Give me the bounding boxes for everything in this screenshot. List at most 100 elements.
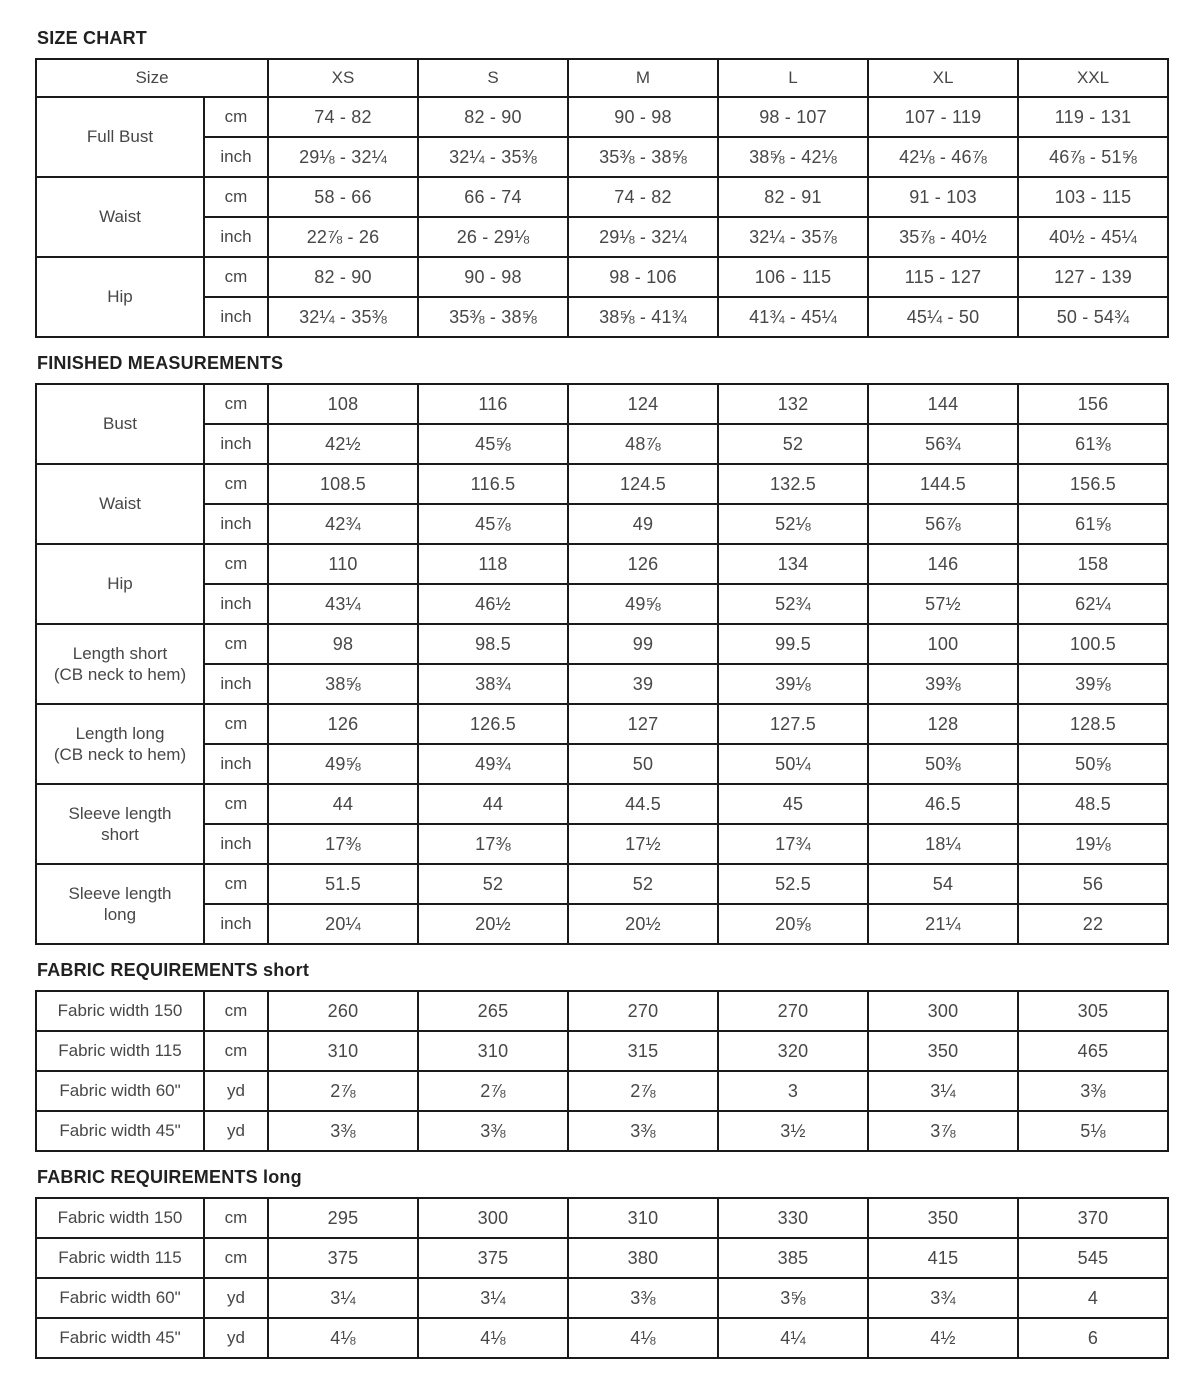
value-cell: 45⅞ [417, 503, 569, 545]
value-cell: 310 [267, 1030, 419, 1072]
value-cell: 3¼ [267, 1277, 419, 1319]
value-cell: 38⅝ - 41¾ [567, 296, 720, 338]
measurement-label: Sleeve length short [35, 783, 205, 865]
value-cell: 4 [1017, 1277, 1169, 1319]
value-cell: 146 [867, 543, 1019, 585]
unit-label: yd [203, 1277, 269, 1319]
value-cell: 4½ [867, 1317, 1019, 1359]
value-cell: 42½ [267, 423, 419, 465]
measurement-label: Length long (CB neck to hem) [35, 703, 205, 785]
measurement-label: Sleeve length long [35, 863, 205, 945]
finished-measurements-title: FINISHED MEASUREMENTS [37, 353, 284, 373]
unit-label: cm [203, 863, 269, 905]
value-cell: 17¾ [717, 823, 869, 865]
value-cell: 330 [717, 1197, 869, 1239]
value-cell: 134 [717, 543, 869, 585]
value-cell: 45¼ - 50 [867, 296, 1020, 338]
unit-label: yd [203, 1317, 269, 1359]
value-cell: 35⅜ - 38⅝ [567, 136, 720, 178]
section-fabric-requirements-long: FABRIC REQUIREMENTS long Fabric width 15… [35, 1167, 1169, 1359]
value-cell: 20⅝ [717, 903, 869, 945]
value-cell: 98 - 107 [717, 96, 870, 138]
value-cell: 320 [717, 1030, 869, 1072]
value-cell: 32¼ - 35⅜ [267, 296, 420, 338]
measurement-label: Fabric width 150 [35, 1197, 205, 1239]
table-row: Fabric width 60" yd 3¼ 3¼ 3⅜ 3⅝ 3¾ 4 [35, 1277, 1169, 1319]
value-cell: 46.5 [867, 783, 1019, 825]
value-cell: 132 [717, 383, 869, 425]
table-row: inch 43¼ 46½ 49⅝ 52¾ 57½ 62¼ [36, 583, 1169, 625]
value-cell: 415 [867, 1237, 1019, 1279]
size-chart-title: SIZE CHART [37, 28, 147, 48]
value-cell: 295 [267, 1197, 419, 1239]
size-column-header: XXL [1017, 58, 1170, 98]
table-row: inch 42½ 45⅝ 48⅞ 52 56¾ 61⅜ [36, 423, 1169, 465]
table-row: Hip cm 110 118 126 134 146 158 [35, 543, 1169, 625]
value-cell: 4¼ [717, 1317, 869, 1359]
unit-label: inch [203, 663, 269, 705]
value-cell: 56 [1017, 863, 1169, 905]
unit-label: cm [203, 783, 269, 825]
value-cell: 54 [867, 863, 1019, 905]
unit-label: yd [203, 1070, 269, 1112]
measurement-label: Fabric width 60" [35, 1277, 205, 1319]
table-row: inch 49⅝ 49¾ 50 50¼ 50⅜ 50⅝ [36, 743, 1169, 785]
value-cell: 300 [417, 1197, 569, 1239]
value-cell: 49⅝ [267, 743, 419, 785]
value-cell: 41¾ - 45¼ [717, 296, 870, 338]
unit-label: inch [203, 423, 269, 465]
value-cell: 375 [267, 1237, 419, 1279]
unit-label: cm [202, 256, 270, 298]
value-cell: 3⅞ [867, 1110, 1019, 1152]
unit-label: inch [203, 823, 269, 865]
size-header-label: Size [34, 58, 270, 98]
value-cell: 66 - 74 [417, 176, 570, 218]
value-cell: 35⅞ - 40½ [867, 216, 1020, 258]
value-cell: 74 - 82 [267, 96, 420, 138]
value-cell: 62¼ [1017, 583, 1169, 625]
value-cell: 50 - 54¾ [1017, 296, 1170, 338]
value-cell: 385 [717, 1237, 869, 1279]
unit-label: cm [203, 1030, 269, 1072]
value-cell: 305 [1017, 990, 1169, 1032]
value-cell: 110 [267, 543, 419, 585]
value-cell: 158 [1017, 543, 1169, 585]
value-cell: 310 [417, 1030, 569, 1072]
value-cell: 119 - 131 [1017, 96, 1170, 138]
size-chart-table: Size XS S M L XL XXL Full Bust cm 74 - 82 82 - 90 9… [34, 58, 1170, 338]
table-row: inch 29⅛ - 32¼ 32¼ - 35⅜ 35⅜ - 38⅝ 38⅝ - 42⅛… [36, 136, 1170, 178]
value-cell: 144 [867, 383, 1019, 425]
value-cell: 90 - 98 [417, 256, 570, 298]
table-row: Bust cm 108 116 124 132 144 156 [35, 383, 1169, 465]
value-cell: 124 [567, 383, 719, 425]
table-row: Fabric width 150 cm 260 265 270 270 300 305 [35, 990, 1169, 1032]
value-cell: 82 - 90 [417, 96, 570, 138]
value-cell: 56¾ [867, 423, 1019, 465]
value-cell: 58 - 66 [267, 176, 420, 218]
value-cell: 3½ [717, 1110, 869, 1152]
size-column-header: M [567, 58, 720, 98]
value-cell: 118 [417, 543, 569, 585]
value-cell: 4⅛ [417, 1317, 569, 1359]
table-row: Waist cm 58 - 66 66 - 74 74 - 82 82 - 91 91 - … [35, 176, 1170, 258]
measurement-label: Bust [35, 383, 205, 465]
measurement-label: Fabric width 150 [35, 990, 205, 1032]
unit-label: cm [203, 543, 269, 585]
table-row: inch 17⅜ 17⅜ 17½ 17¾ 18¼ 19⅛ [36, 823, 1169, 865]
value-cell: 126 [267, 703, 419, 745]
unit-label: cm [203, 1197, 269, 1239]
table-row: Fabric width 60" yd 2⅞ 2⅞ 2⅞ 3 3¼ 3⅜ [35, 1070, 1169, 1112]
value-cell: 98 [267, 623, 419, 665]
value-cell: 22⅞ - 26 [267, 216, 420, 258]
size-column-header: S [417, 58, 570, 98]
value-cell: 3 [717, 1070, 869, 1112]
value-cell: 52¾ [717, 583, 869, 625]
size-column-header: L [717, 58, 870, 98]
value-cell: 21¼ [867, 903, 1019, 945]
measurement-label: Full Bust [35, 96, 205, 178]
value-cell: 29⅛ - 32¼ [567, 216, 720, 258]
table-row: inch 42¾ 45⅞ 49 52⅛ 56⅞ 61⅝ [36, 503, 1169, 545]
value-cell: 270 [717, 990, 869, 1032]
value-cell: 91 - 103 [867, 176, 1020, 218]
value-cell: 44 [417, 783, 569, 825]
